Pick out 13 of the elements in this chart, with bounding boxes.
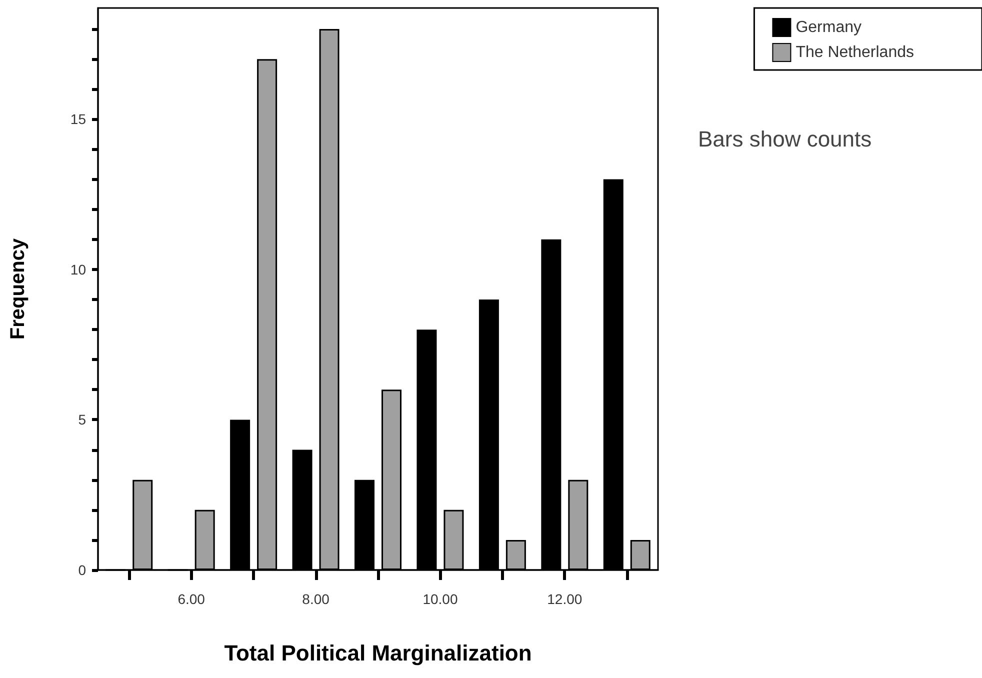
text: Bars show counts	[698, 126, 872, 152]
legend-label: The Netherlands	[796, 44, 914, 61]
y-tick-label: 0	[78, 562, 86, 578]
x-tick-label: 8.00	[302, 591, 330, 607]
y-tick-label: 5	[78, 412, 86, 428]
y-axis-title: Frequency	[7, 238, 29, 340]
x-tick-label: 10.00	[422, 591, 458, 607]
legend-label: Germany	[796, 19, 862, 36]
x-tick-label: 6.00	[178, 591, 206, 607]
x-tick-label: 12.00	[547, 591, 582, 607]
y-tick-label: 15	[70, 111, 86, 128]
y-tick-label: 10	[70, 261, 86, 278]
x-axis-title: Total Political Marginalization	[224, 640, 532, 666]
